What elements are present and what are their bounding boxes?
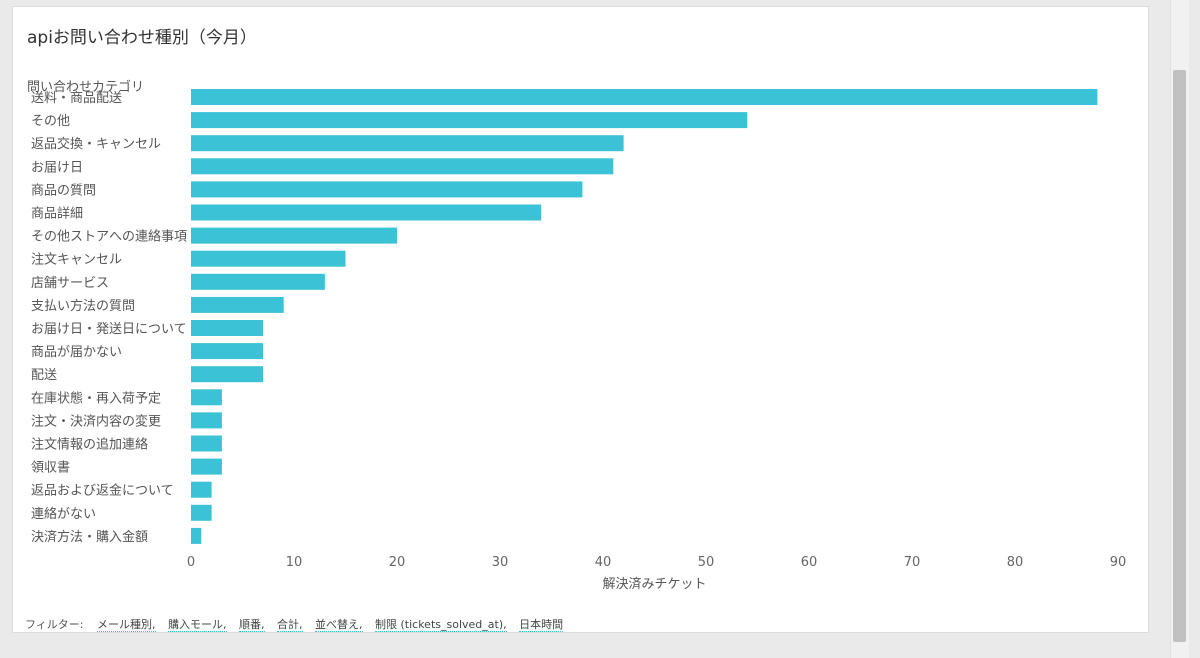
filter-mail-type[interactable]: メール種別,: [97, 618, 156, 632]
x-axis-title: 解決済みチケット: [602, 576, 706, 592]
scroll-up-arrow[interactable]: [1171, 0, 1189, 18]
category-label: 注文キャンセル: [31, 253, 122, 268]
bar: [191, 158, 614, 175]
category-label: その他: [31, 114, 70, 129]
bar: [191, 135, 624, 152]
bar: [191, 89, 1098, 105]
category-label: その他ストアへの連絡事項: [31, 229, 187, 245]
category-label: 店舗サービス: [31, 276, 109, 291]
x-tick-label: 80: [1007, 555, 1024, 570]
bar: [191, 112, 748, 129]
filter-total[interactable]: 合計,: [277, 618, 303, 632]
x-tick-label: 30: [492, 555, 509, 570]
bar: [191, 204, 542, 221]
category-label: 商品の質問: [31, 183, 96, 198]
bar: [191, 458, 222, 475]
category-label: 支払い方法の質問: [31, 298, 135, 314]
bar: [191, 389, 222, 406]
x-tick-label: 60: [801, 555, 818, 570]
bar: [191, 250, 346, 267]
category-label: 在庫状態・再入荷予定: [31, 390, 161, 406]
category-label: 領収書: [31, 460, 70, 476]
filter-mall[interactable]: 購入モール,: [168, 618, 227, 632]
bar: [191, 343, 264, 360]
x-tick-label: 20: [389, 555, 406, 570]
filter-bar: フィルター: メール種別, 購入モール, 順番, 合計, 並べ替え, 制限 (t…: [25, 616, 572, 632]
bar: [191, 366, 264, 383]
x-tick-label: 0: [187, 555, 195, 570]
filter-label: フィルター:: [25, 618, 84, 631]
bar: [191, 227, 397, 244]
bar-chart: 問い合わせカテゴリ送料・商品配送その他返品交換・キャンセルお届け日商品の質問商品…: [27, 79, 1127, 592]
bar: [191, 181, 583, 198]
category-label: 決済方法・購入金額: [31, 529, 148, 545]
category-label: 送料・商品配送: [31, 91, 122, 106]
filter-sort[interactable]: 並べ替え,: [315, 618, 363, 632]
x-tick-label: 70: [904, 555, 921, 570]
bar: [191, 273, 325, 290]
chart-title: apiお問い合わせ種別（今月）: [27, 28, 257, 48]
category-label: お届け日・発送日について: [31, 322, 187, 337]
bar: [191, 504, 212, 521]
category-label: 配送: [31, 368, 57, 383]
filter-timezone[interactable]: 日本時間: [519, 618, 564, 632]
bar: [191, 320, 264, 336]
filter-limit[interactable]: 制限 (tickets_solved_at),: [375, 618, 507, 632]
bar: [191, 296, 284, 313]
chart-panel: apiお問い合わせ種別（今月） 問い合わせカテゴリ 送料・商品配送 その他返品交換・…: [12, 6, 1149, 633]
filter-order[interactable]: 順番,: [239, 618, 265, 632]
x-tick-label: 50: [698, 555, 715, 570]
category-label: 注文・決済内容の変更: [31, 413, 161, 429]
x-tick-label: 90: [1110, 555, 1127, 570]
scrollbar-thumb[interactable]: [1173, 70, 1186, 642]
vertical-scrollbar[interactable]: [1170, 0, 1189, 658]
category-label: 注文情報の追加連絡: [31, 437, 148, 453]
category-label: 商品が届かない: [31, 345, 122, 360]
bar: [191, 412, 222, 429]
category-label: 連絡がない: [31, 506, 96, 522]
y-axis-title: 問い合わせカテゴリ: [27, 79, 144, 95]
category-label: お届け日: [31, 160, 83, 175]
category-label: 返品および返金について: [31, 483, 174, 499]
category-label: 商品詳細: [31, 206, 83, 222]
bar: [191, 435, 222, 452]
bar: [191, 481, 212, 498]
bar: [191, 527, 202, 544]
x-tick-label: 10: [286, 555, 303, 570]
x-tick-label: 40: [595, 555, 612, 570]
category-label: 返品交換・キャンセル: [31, 136, 161, 152]
